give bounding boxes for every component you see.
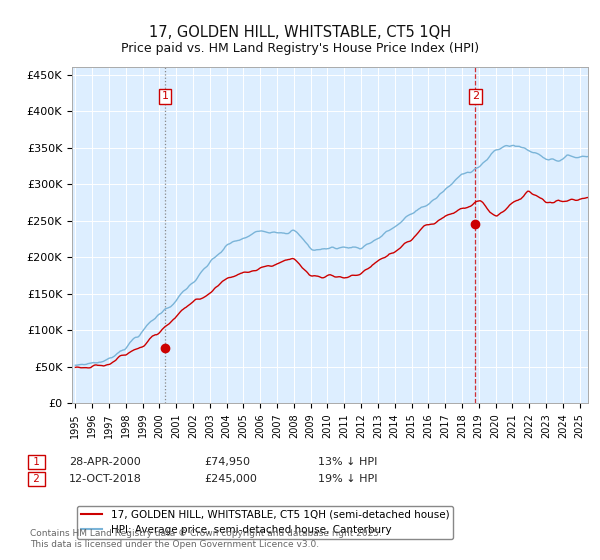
Text: 12-OCT-2018: 12-OCT-2018 xyxy=(69,474,142,484)
Text: 17, GOLDEN HILL, WHITSTABLE, CT5 1QH: 17, GOLDEN HILL, WHITSTABLE, CT5 1QH xyxy=(149,25,451,40)
Text: 2: 2 xyxy=(472,91,479,101)
Text: 1: 1 xyxy=(161,91,169,101)
Text: 28-APR-2000: 28-APR-2000 xyxy=(69,457,141,467)
Legend: 17, GOLDEN HILL, WHITSTABLE, CT5 1QH (semi-detached house), HPI: Average price, : 17, GOLDEN HILL, WHITSTABLE, CT5 1QH (se… xyxy=(77,506,454,539)
Text: 13% ↓ HPI: 13% ↓ HPI xyxy=(318,457,377,467)
Text: 19% ↓ HPI: 19% ↓ HPI xyxy=(318,474,377,484)
Text: 2: 2 xyxy=(30,474,43,484)
Text: 1: 1 xyxy=(30,457,43,467)
Text: Contains HM Land Registry data © Crown copyright and database right 2025.
This d: Contains HM Land Registry data © Crown c… xyxy=(30,529,382,549)
Text: £74,950: £74,950 xyxy=(204,457,250,467)
Text: £245,000: £245,000 xyxy=(204,474,257,484)
Text: Price paid vs. HM Land Registry's House Price Index (HPI): Price paid vs. HM Land Registry's House … xyxy=(121,42,479,55)
